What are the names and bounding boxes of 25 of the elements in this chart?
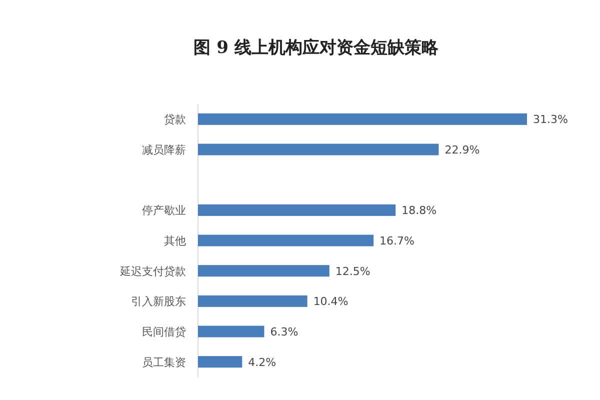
y-tick-label: 民间借贷 [142,326,186,338]
y-tick-label: 引入新股东 [131,295,186,308]
chart-title: 图 9 线上机构应对资金短缺策略 [194,38,440,58]
data-label: 4.2% [248,356,276,369]
bar [198,326,264,338]
data-label: 16.7% [380,234,414,248]
bar [198,356,242,368]
data-label: 12.5% [335,264,370,278]
y-tick-label: 减员降薪 [142,144,186,156]
data-label: 18.8% [402,204,437,218]
bar [198,113,527,125]
data-label: 31.3% [533,113,568,126]
bar [198,265,330,277]
y-tick-label: 其他 [164,234,186,248]
data-label: 22.9% [444,144,480,156]
y-tick-label: 延迟支付贷款 [119,264,186,278]
bar [198,144,439,156]
bar [198,295,308,307]
data-label: 6.3% [270,326,298,338]
y-tick-label: 员工集资 [142,356,186,369]
bar [198,234,374,246]
data-label: 10.4% [313,295,348,308]
y-tick-label: 贷款 [164,113,186,126]
bar [198,204,396,216]
y-tick-label: 停产歇业 [142,204,186,218]
